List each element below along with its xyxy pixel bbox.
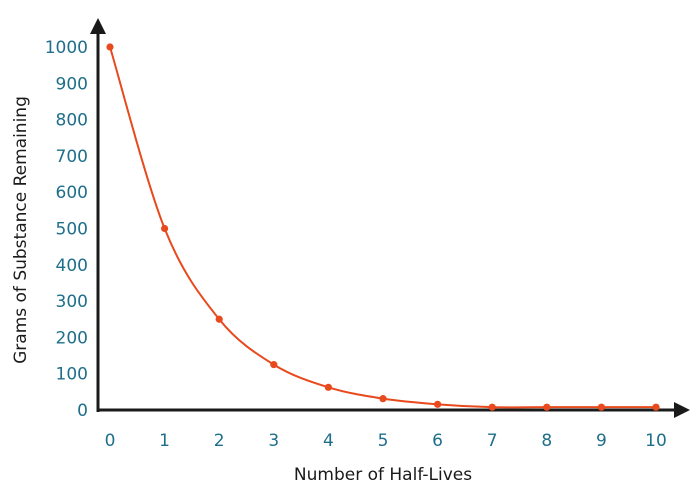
y-tick-label: 1000 (45, 38, 88, 58)
data-point-5 (379, 395, 387, 403)
x-axis-title: Number of Half-Lives (294, 465, 472, 485)
x-tick-label: 3 (268, 431, 279, 451)
data-point-1 (161, 224, 169, 233)
x-tick-label: 4 (323, 431, 334, 451)
y-tick-labels: 0 100 200 300 400 500 600 700 800 900 1000 (45, 38, 88, 421)
data-point-2 (215, 315, 223, 323)
data-point-0 (106, 43, 114, 51)
y-axis-arrow-icon (90, 18, 106, 34)
data-point-3 (270, 361, 278, 369)
data-point-6 (434, 400, 442, 408)
x-tick-label: 6 (432, 431, 443, 451)
y-tick-label: 600 (56, 183, 88, 203)
y-tick-label: 400 (56, 256, 88, 276)
x-tick-labels: 0 1 2 3 4 5 6 7 8 9 10 (105, 431, 667, 451)
series-line (109, 46, 656, 409)
y-tick-label: 0 (77, 401, 88, 421)
x-tick-label: 10 (645, 431, 667, 451)
x-axis-arrow-icon (674, 402, 690, 418)
data-point-7 (488, 403, 496, 411)
y-tick-label: 700 (56, 147, 88, 167)
x-tick-label: 9 (596, 431, 607, 451)
data-points (106, 43, 660, 411)
data-point-4 (324, 383, 332, 391)
y-tick-label: 900 (56, 74, 88, 94)
data-point-9 (597, 403, 606, 411)
axes (90, 18, 690, 418)
y-tick-label: 300 (56, 292, 88, 312)
x-tick-label: 8 (541, 431, 552, 451)
data-point-10 (652, 403, 660, 411)
x-tick-label: 7 (487, 431, 498, 451)
y-tick-label: 500 (56, 220, 88, 240)
y-tick-label: 100 (56, 365, 88, 385)
x-tick-label: 5 (378, 431, 389, 451)
x-tick-label: 1 (159, 431, 170, 451)
y-tick-label: 800 (56, 111, 88, 131)
y-axis-title: Grams of Substance Remaining (11, 96, 31, 364)
data-point-8 (543, 403, 551, 411)
x-tick-label: 2 (214, 431, 225, 451)
y-tick-label: 200 (56, 328, 88, 348)
x-tick-label: 0 (105, 431, 116, 451)
